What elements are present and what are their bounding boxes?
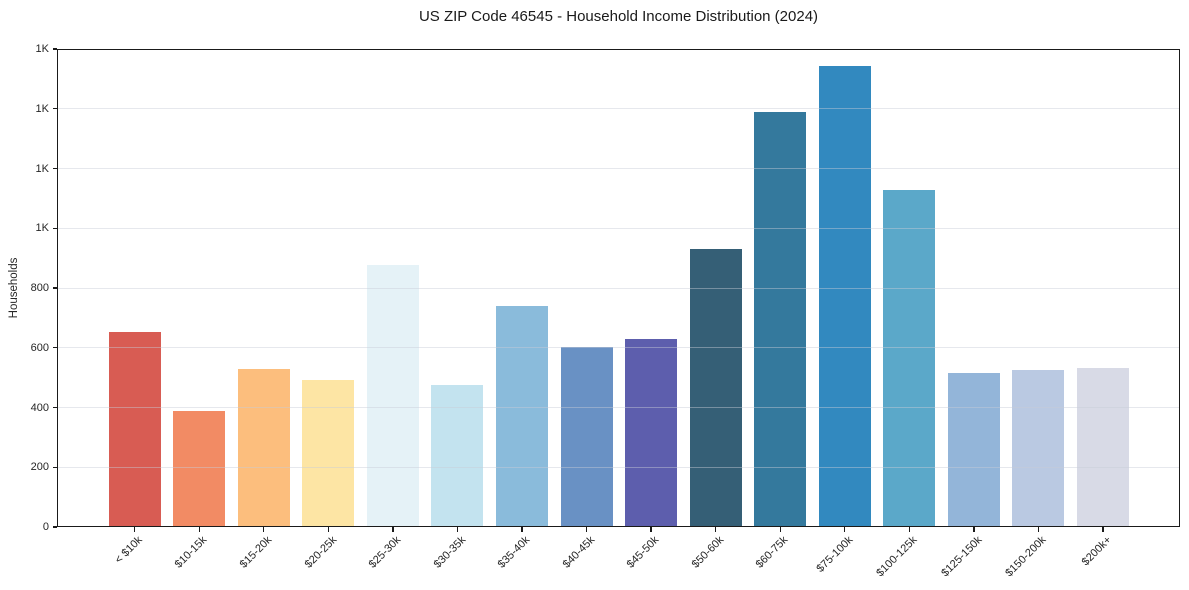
- x-tick: [1037, 527, 1040, 532]
- x-tick-label: $150-200k: [1003, 534, 1049, 580]
- bar-$20-25k: [302, 379, 355, 527]
- y-tick-label: 1K: [35, 162, 49, 175]
- bar-$40-45k: [560, 346, 613, 527]
- gridline: [57, 227, 1180, 229]
- x-tick-label: $60-75k: [754, 534, 791, 571]
- bar-$35-40k: [496, 305, 548, 527]
- bar-$75-100k: [818, 66, 871, 527]
- x-tick: [456, 527, 459, 532]
- bar-$45-50k: [625, 339, 678, 527]
- x-tick: [650, 527, 652, 532]
- x-tick: [392, 527, 394, 532]
- bar-$60-75k: [754, 112, 807, 527]
- x-tick-label: $45-50k: [624, 534, 662, 571]
- x-tick: [908, 527, 910, 532]
- x-tick-label: $35-40k: [495, 534, 533, 571]
- x-tick-label: $25-30k: [366, 534, 404, 571]
- bar-$15-20k: [237, 369, 290, 527]
- y-axis-label: Households: [8, 257, 20, 319]
- bar-< $10k: [108, 332, 161, 527]
- gridline: [57, 168, 1180, 169]
- gridline: [57, 407, 1180, 408]
- x-tick: [327, 527, 330, 532]
- x-tick: [844, 527, 846, 532]
- y-tick: [52, 287, 57, 289]
- bar-$100-125k: [883, 190, 936, 527]
- x-tick-label: $30-35k: [431, 534, 468, 571]
- x-tick-label: $10-15k: [173, 534, 210, 571]
- y-tick-label: 800: [30, 282, 49, 294]
- gridline: [57, 466, 1180, 468]
- x-tick-label: < $10k: [113, 534, 146, 567]
- x-tick: [714, 527, 717, 532]
- bar-$125-150k: [947, 373, 1000, 527]
- x-tick: [779, 527, 781, 532]
- x-tick-label: $125-150k: [939, 534, 985, 580]
- gridline: [57, 108, 1180, 110]
- x-tick-label: $100-125k: [874, 534, 920, 580]
- y-tick-label: 200: [30, 461, 49, 474]
- y-tick-label: 0: [42, 521, 49, 533]
- y-tick-label: 1K: [35, 222, 49, 235]
- x-tick-label: $200k+: [1079, 534, 1114, 569]
- x-tick-label: $20-25k: [302, 534, 339, 571]
- chart-title: US ZIP Code 46545 - Household Income Dis…: [418, 8, 819, 25]
- y-tick-label: 1K: [35, 102, 49, 115]
- y-tick-label: 600: [30, 341, 49, 354]
- y-tick-label: 400: [30, 401, 49, 414]
- x-tick: [198, 527, 200, 532]
- bar-$25-30k: [366, 264, 419, 527]
- y-tick: [52, 108, 57, 110]
- x-tick: [521, 527, 523, 532]
- x-tick: [1102, 527, 1104, 532]
- y-tick-label: 1K: [35, 43, 49, 55]
- y-tick: [52, 406, 57, 409]
- gridline: [57, 287, 1180, 289]
- y-tick: [52, 227, 57, 229]
- bar-$30-35k: [431, 385, 484, 527]
- x-tick: [134, 527, 136, 532]
- y-tick: [52, 526, 57, 528]
- x-tick: [973, 527, 975, 532]
- x-tick-label: $40-45k: [560, 534, 598, 571]
- plot-area: < $10k $10-15k $15-20k $20-25k $25-30k $30-35…: [31, 43, 1180, 579]
- gridline: [57, 48, 1180, 50]
- bar-$150-200k: [1012, 370, 1065, 527]
- x-tick-label: $75-100k: [814, 534, 856, 575]
- y-tick: [52, 466, 57, 468]
- x-tick: [585, 527, 588, 532]
- gridline: [57, 347, 1180, 349]
- x-tick: [263, 527, 265, 532]
- y-tick: [52, 167, 57, 170]
- x-tick-label: $50-60k: [689, 534, 727, 571]
- y-tick: [52, 48, 57, 50]
- bar-$10-15k: [173, 411, 226, 527]
- x-tick-label: $15-20k: [237, 534, 275, 571]
- bar-$50-60k: [689, 248, 742, 527]
- y-tick: [52, 347, 57, 349]
- bar-$200k+: [1076, 367, 1129, 527]
